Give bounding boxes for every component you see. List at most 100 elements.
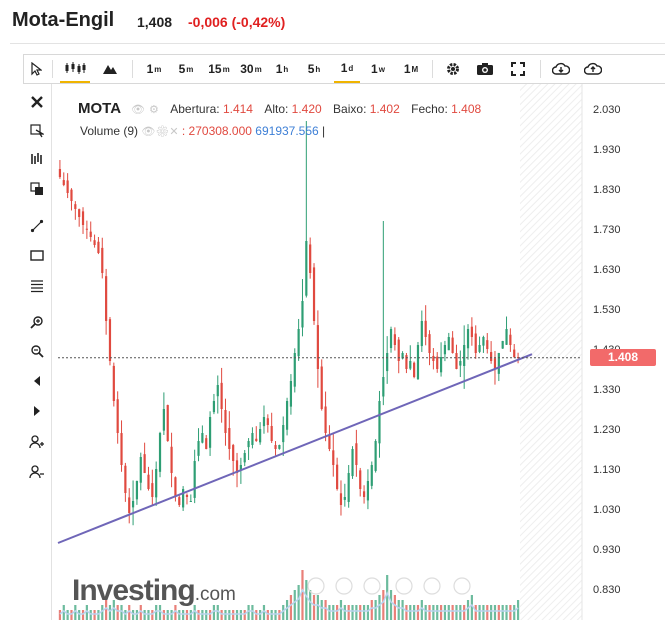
trendline-icon[interactable] (23, 214, 51, 238)
y-tick-label: 1.730 (593, 224, 621, 236)
download-icon[interactable] (550, 55, 572, 83)
volume-bar (355, 605, 358, 620)
indicators-icon[interactable] (23, 147, 51, 171)
volume-bar (428, 605, 431, 620)
candle-body (178, 497, 181, 505)
chart-area[interactable]: 2.0301.9301.8301.7301.6301.5301.4301.330… (52, 84, 665, 620)
candle-body (235, 460, 239, 473)
logo-suffix: .com (194, 584, 236, 605)
volume-bar (374, 600, 377, 620)
drawing-toolbar (23, 84, 52, 620)
volume-bar (482, 605, 485, 620)
volume-bar (135, 610, 139, 620)
candle-body (432, 355, 435, 361)
close-icon[interactable] (23, 90, 51, 114)
timeframe-15m[interactable]: 15 m (208, 62, 230, 76)
volume-bar (312, 595, 316, 620)
person-add-icon[interactable] (23, 430, 51, 454)
candle-body (116, 399, 119, 433)
candle-body (89, 231, 92, 237)
candle-body (293, 353, 296, 387)
volume-bar (324, 600, 327, 620)
y-tick-label: 0.930 (593, 544, 621, 556)
candle-body (355, 443, 358, 465)
candle-body (81, 211, 85, 225)
cursor-icon[interactable] (26, 55, 46, 83)
candle-body (247, 441, 250, 448)
trendline[interactable] (57, 353, 533, 544)
last-price-badge: 1.408 (590, 349, 656, 366)
volume-bar (81, 610, 85, 620)
volume-marker-icon (307, 577, 325, 595)
volume-bar (459, 605, 462, 620)
candle-body (316, 325, 319, 369)
fullscreen-icon[interactable] (507, 55, 529, 83)
copy-icon[interactable] (23, 177, 51, 201)
volume-bar (220, 610, 223, 620)
camera-icon[interactable] (474, 55, 496, 83)
upload-icon[interactable] (582, 55, 604, 83)
mountain-icon[interactable] (98, 55, 122, 83)
instrument-name: Mota-Engil (12, 9, 115, 31)
volume-bar (170, 610, 173, 620)
candle-body (443, 345, 447, 355)
volume-bar (486, 605, 489, 620)
candle-body (108, 319, 112, 361)
volume-bar (262, 605, 266, 620)
y-tick-label: 1.630 (593, 264, 621, 276)
volume-bar (93, 610, 96, 620)
cursor-cross-icon[interactable] (23, 119, 51, 143)
candle-body (312, 267, 316, 321)
candle-body (389, 329, 393, 349)
settings-small-icon[interactable]: ⚙ (155, 126, 170, 138)
candle-body (155, 469, 158, 498)
zoom-out-icon[interactable] (23, 339, 51, 363)
volume-bar (162, 610, 165, 620)
volume-bar (178, 610, 181, 620)
candle-body (370, 465, 373, 486)
candle-body (451, 337, 454, 353)
candles-icon[interactable] (60, 55, 90, 83)
settings-small-icon[interactable]: ⚙ (149, 104, 159, 116)
eye-icon[interactable]: 👁 (131, 104, 146, 116)
volume-bar (259, 610, 262, 620)
y-tick-label: 2.030 (593, 104, 621, 116)
y-tick-label: 1.830 (593, 184, 621, 196)
candle-body (170, 446, 173, 473)
candle-body (405, 355, 408, 369)
fibonacci-icon[interactable] (23, 274, 51, 298)
candle-body (490, 352, 493, 361)
price-chart[interactable]: 2.0301.9301.8301.7301.6301.5301.4301.330… (52, 84, 665, 620)
volume-bar (205, 610, 208, 620)
person-remove-icon[interactable] (23, 460, 51, 484)
volume-bar (409, 605, 412, 620)
candle-body (374, 441, 377, 471)
volume-bar (124, 610, 127, 620)
timeframe-30m[interactable]: 30 m (240, 62, 262, 76)
volume-bar (401, 600, 404, 620)
volume-bar (366, 605, 370, 620)
volume-bar (112, 600, 115, 620)
forward-icon[interactable] (23, 399, 51, 423)
volume-bar (370, 600, 373, 620)
volume-bar (451, 605, 454, 620)
volume-bar (320, 600, 323, 620)
rectangle-icon[interactable] (23, 244, 51, 268)
close-small-icon[interactable]: ✕ (169, 126, 179, 138)
candle-body (124, 465, 127, 493)
volume-bar (343, 605, 346, 620)
candle-body (478, 345, 481, 352)
candle-body (285, 401, 289, 430)
volume-bar (89, 610, 92, 620)
eye-icon[interactable]: 👁 (141, 126, 156, 138)
back-icon[interactable] (23, 369, 51, 393)
gear-icon[interactable] (442, 55, 464, 83)
zoom-in-icon[interactable] (23, 310, 51, 334)
